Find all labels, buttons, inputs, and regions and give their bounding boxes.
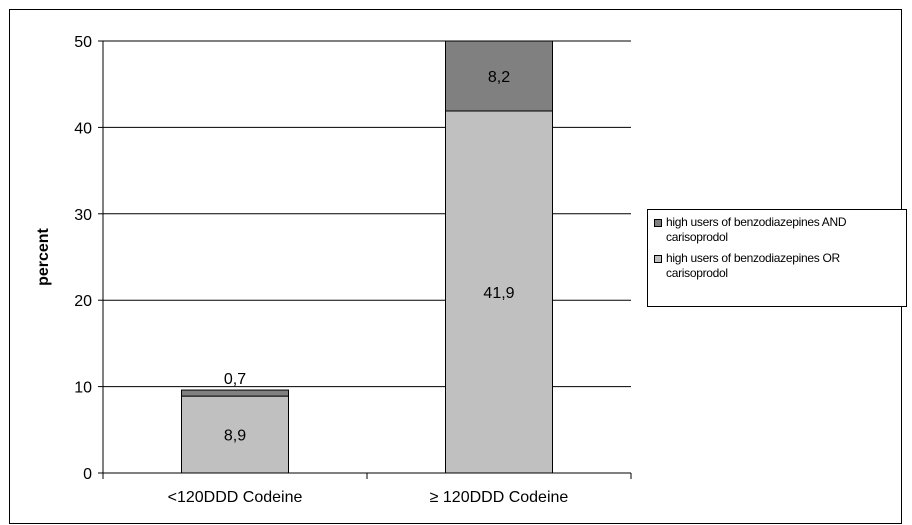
- bar-0-series-1: [181, 389, 289, 397]
- y-tick-label-30: 30: [74, 207, 92, 224]
- y-axis-title: percent: [35, 227, 52, 285]
- legend-item-or: high users of benzodiazepines OR carisop…: [654, 251, 900, 281]
- legend-item-and: high users of benzodiazepines AND cariso…: [654, 215, 900, 245]
- data-label-1-series-1: 8,2: [488, 69, 510, 86]
- y-tick-label-50: 50: [74, 34, 92, 51]
- y-tick-label-20: 20: [74, 293, 92, 310]
- legend: high users of benzodiazepines AND cariso…: [647, 209, 907, 307]
- bar-1-series-1: [445, 40, 553, 112]
- x-tick-label-0: <120DDD Codeine: [168, 489, 303, 506]
- x-tick-label-1: ≥ 120DDD Codeine: [430, 489, 569, 506]
- legend-label-or: high users of benzodiazepines OR carisop…: [666, 251, 840, 280]
- axes: [98, 40, 632, 479]
- y-tick-label-10: 10: [74, 380, 92, 397]
- legend-label-and: high users of benzodiazepines AND cariso…: [666, 215, 847, 244]
- bar-1-series-0: [445, 110, 553, 474]
- legend-swatch-or: [654, 255, 662, 263]
- y-tick-label-40: 40: [74, 120, 92, 137]
- legend-swatch-and: [654, 219, 662, 227]
- bars: [181, 40, 553, 474]
- y-tick-label-0: 0: [83, 466, 92, 483]
- data-label-0-series-0: 8,9: [224, 428, 246, 445]
- data-label-0-series-1: 0,7: [224, 371, 246, 388]
- labels: 0 10 20 30 40 50 8,9 0,7 <120DDD Codeine 41,9 8,2 ≥…: [35, 34, 568, 506]
- data-label-1-series-0: 41,9: [483, 285, 514, 302]
